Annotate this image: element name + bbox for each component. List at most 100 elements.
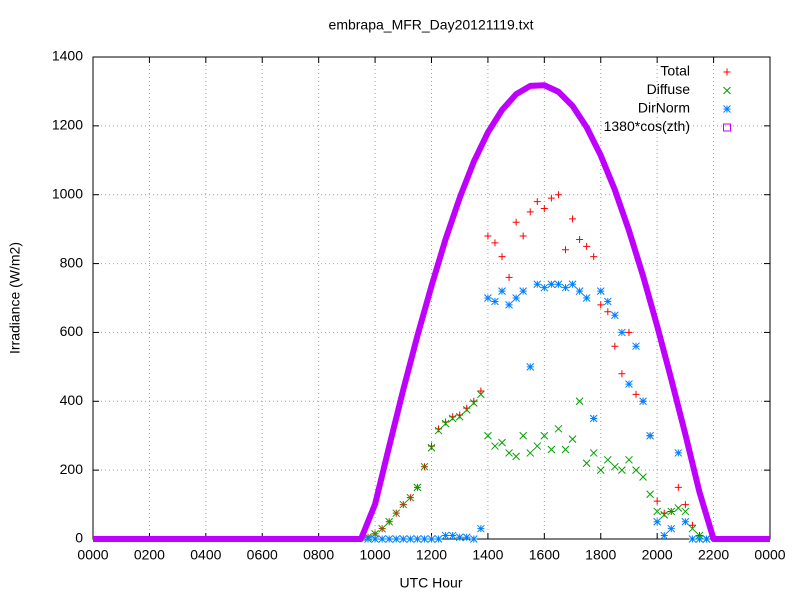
data-point <box>596 287 605 295</box>
data-point <box>618 370 626 378</box>
data-point <box>462 533 471 542</box>
data-point <box>667 507 676 516</box>
data-point <box>681 507 690 516</box>
data-point <box>589 449 598 457</box>
data-point <box>611 342 619 350</box>
data-point <box>484 294 492 302</box>
x-tick-label: 1600 <box>529 547 560 563</box>
curve-series <box>93 82 770 542</box>
data-point <box>462 406 471 414</box>
data-point <box>526 363 535 371</box>
data-point <box>512 452 520 461</box>
data-point <box>688 521 696 529</box>
data-point <box>660 531 669 540</box>
data-point <box>688 535 697 543</box>
data-point <box>540 283 549 292</box>
data-point <box>625 380 633 388</box>
data-point <box>498 438 506 447</box>
data-point <box>568 435 577 444</box>
data-point <box>441 419 450 428</box>
legend-marker <box>723 86 731 95</box>
data-point <box>512 294 520 302</box>
data-point <box>477 390 485 399</box>
data-point <box>385 517 394 526</box>
data-point <box>575 287 584 295</box>
data-point <box>554 280 563 289</box>
data-point <box>519 232 527 240</box>
data-point <box>505 273 513 281</box>
data-point <box>596 466 605 474</box>
data-point <box>491 239 499 247</box>
legend-label: Total <box>660 63 690 79</box>
data-point <box>639 473 647 481</box>
data-point <box>568 280 577 289</box>
data-point <box>491 297 499 306</box>
data-point <box>371 535 379 543</box>
data-point <box>561 283 570 292</box>
y-axis-label: Irradiance (W/m2) <box>7 242 23 354</box>
data-point <box>597 301 605 309</box>
data-point <box>702 535 711 543</box>
data-point <box>505 449 513 457</box>
data-point <box>378 524 386 533</box>
data-point <box>540 431 549 440</box>
data-point <box>618 328 626 337</box>
data-point <box>603 455 612 464</box>
x-tick-label: 0000 <box>77 547 108 563</box>
data-point <box>681 501 689 509</box>
data-point <box>413 483 422 492</box>
data-point <box>554 191 562 199</box>
data-point <box>625 455 633 464</box>
x-tick-label: 0800 <box>303 547 334 563</box>
x-tick-label: 2000 <box>642 547 673 563</box>
y-tick-label: 400 <box>60 392 84 408</box>
data-point <box>469 399 478 407</box>
data-point <box>674 504 683 512</box>
y-tick-label: 1000 <box>52 185 83 201</box>
data-point <box>618 466 626 474</box>
x-tick-label: 0000 <box>754 547 785 563</box>
data-point <box>455 412 464 421</box>
legend-marker <box>723 123 731 132</box>
legend-label: DirNorm <box>638 100 690 116</box>
x-tick-label: 1400 <box>472 547 503 563</box>
data-point <box>477 387 485 395</box>
data-point <box>533 442 542 450</box>
data-point <box>667 524 676 533</box>
data-point <box>674 483 682 491</box>
x-tick-label: 0200 <box>134 547 165 563</box>
data-point <box>561 445 570 454</box>
data-point <box>484 232 492 240</box>
data-point <box>484 431 492 440</box>
data-point <box>406 535 415 543</box>
data-point <box>646 490 654 499</box>
data-point <box>653 497 661 505</box>
data-point <box>576 235 584 243</box>
data-point <box>378 535 386 543</box>
data-point <box>505 301 513 309</box>
x-tick-label: 1200 <box>416 547 447 563</box>
data-point <box>427 443 436 452</box>
data-point <box>399 500 408 509</box>
data-point <box>526 208 534 216</box>
y-tick-label: 0 <box>75 530 83 546</box>
data-point <box>603 297 612 306</box>
y-tick-label: 1200 <box>52 117 83 133</box>
data-point <box>660 511 669 519</box>
data-point <box>491 442 499 450</box>
data-point <box>632 466 640 474</box>
data-point <box>695 535 704 543</box>
data-point <box>646 431 654 440</box>
data-point <box>469 535 478 543</box>
legend-label: Diffuse <box>647 81 691 97</box>
x-tick-label: 1800 <box>585 547 616 563</box>
data-point <box>547 445 556 454</box>
data-point <box>498 287 506 295</box>
data-point <box>420 462 429 471</box>
data-point <box>477 524 485 533</box>
data-point <box>681 517 690 526</box>
data-point <box>526 449 535 457</box>
data-point <box>441 531 450 540</box>
